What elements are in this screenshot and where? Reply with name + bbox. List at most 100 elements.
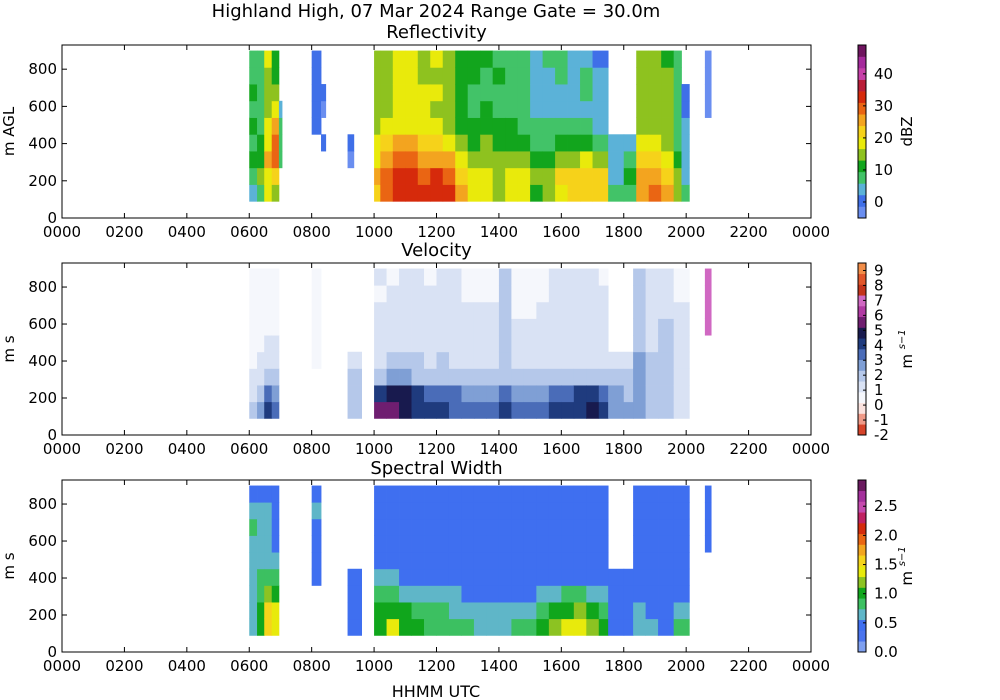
heatmap-cell bbox=[386, 618, 400, 636]
heatmap-cell bbox=[592, 151, 609, 169]
heatmap-cell bbox=[249, 167, 258, 185]
colorbar-tick-label: 2.5 bbox=[874, 497, 898, 515]
heatmap-cell bbox=[561, 585, 575, 603]
colorbar-swatch bbox=[858, 523, 866, 535]
heatmap-cell bbox=[380, 67, 394, 85]
heatmap-cell bbox=[399, 602, 412, 620]
heatmap-cell bbox=[264, 268, 273, 286]
heatmap-cell bbox=[249, 351, 258, 369]
heatmap-cell bbox=[645, 485, 659, 503]
heatmap-cell bbox=[645, 385, 659, 403]
heatmap-cell bbox=[592, 84, 609, 102]
heatmap-cell bbox=[436, 485, 450, 503]
heatmap-cell bbox=[561, 401, 575, 419]
colorbar-swatch bbox=[858, 327, 866, 339]
heatmap-cell bbox=[264, 50, 273, 68]
colorbar-tick-label: 2 bbox=[874, 366, 884, 384]
heatmap-cell bbox=[536, 385, 550, 403]
heatmap-cell bbox=[467, 151, 481, 169]
figure-title: Highland High, 07 Mar 2024 Range Gate = … bbox=[212, 1, 661, 22]
heatmap-cell bbox=[271, 568, 280, 586]
y-tick-label: 400 bbox=[28, 352, 57, 370]
heatmap-cell bbox=[658, 335, 675, 353]
heatmap-cell bbox=[461, 585, 475, 603]
heatmap-cell bbox=[467, 117, 481, 135]
heatmap-cell bbox=[636, 67, 650, 85]
heatmap-cell bbox=[548, 318, 562, 336]
heatmap-cell bbox=[436, 602, 450, 620]
heatmap-cell bbox=[264, 502, 273, 520]
colorbar-swatch bbox=[858, 114, 866, 127]
heatmap-cell bbox=[374, 268, 387, 286]
heatmap-cell bbox=[264, 335, 273, 353]
heatmap-cell bbox=[257, 502, 265, 520]
heatmap-cell bbox=[598, 285, 609, 303]
heatmap-cell bbox=[511, 335, 525, 353]
heatmap-cell bbox=[633, 535, 646, 553]
panel-title: Spectral Width bbox=[370, 458, 502, 479]
heatmap-cell bbox=[623, 151, 637, 169]
heatmap-cell bbox=[673, 351, 690, 369]
heatmap-cell bbox=[257, 485, 265, 503]
heatmap-cell bbox=[264, 401, 273, 419]
heatmap-cell bbox=[417, 151, 431, 169]
heatmap-cell bbox=[517, 117, 531, 135]
heatmap-cell bbox=[392, 184, 406, 202]
heatmap-cell bbox=[448, 385, 462, 403]
heatmap-cell bbox=[461, 301, 475, 319]
y-tick-label: 200 bbox=[28, 172, 57, 190]
colorbar-tick-label: 0.0 bbox=[874, 643, 898, 661]
colorbar-label: m s−1 bbox=[897, 546, 916, 585]
heatmap-cell bbox=[461, 351, 475, 369]
heatmap-cell bbox=[480, 117, 494, 135]
heatmap-cell bbox=[645, 602, 659, 620]
heatmap-cell bbox=[442, 134, 456, 152]
heatmap-cell bbox=[704, 285, 712, 303]
heatmap-cell bbox=[399, 385, 412, 403]
heatmap-cell bbox=[448, 552, 462, 570]
heatmap-cell bbox=[555, 167, 568, 185]
heatmap-cell bbox=[473, 401, 487, 419]
heatmap-cell bbox=[480, 84, 494, 102]
heatmap-cell bbox=[271, 602, 280, 620]
heatmap-cell bbox=[473, 585, 487, 603]
x-tick-label: 0800 bbox=[293, 440, 331, 458]
x-tick-label: 2000 bbox=[667, 657, 705, 675]
heatmap-cell bbox=[498, 351, 512, 369]
heatmap-cell bbox=[673, 518, 690, 536]
heatmap-cell bbox=[271, 100, 280, 118]
heatmap-cell bbox=[658, 585, 675, 603]
y-tick-label: 800 bbox=[28, 495, 57, 513]
heatmap-cell bbox=[257, 368, 265, 386]
colorbar-swatch bbox=[858, 349, 866, 361]
heatmap-cell bbox=[411, 351, 425, 369]
heatmap-cell bbox=[492, 100, 506, 118]
x-tick-label: 0200 bbox=[105, 223, 143, 241]
heatmap-cell bbox=[511, 268, 525, 286]
heatmap-cell bbox=[536, 285, 550, 303]
heatmap-cell bbox=[498, 318, 512, 336]
heatmap-cell bbox=[461, 518, 475, 536]
heatmap-cell bbox=[658, 518, 675, 536]
heatmap-cell bbox=[271, 385, 280, 403]
colorbar-tick-label: 0 bbox=[874, 193, 884, 211]
heatmap-cell bbox=[548, 602, 562, 620]
heatmap-cell bbox=[424, 518, 437, 536]
heatmap-cell bbox=[548, 385, 562, 403]
heatmap-cell bbox=[271, 618, 280, 636]
heatmap-cell bbox=[658, 318, 675, 336]
heatmap-cell bbox=[573, 268, 587, 286]
heatmap-cell bbox=[648, 167, 662, 185]
heatmap-cell bbox=[473, 502, 487, 520]
heatmap-cell bbox=[461, 602, 475, 620]
heatmap-cell bbox=[586, 485, 600, 503]
heatmap-cell bbox=[542, 84, 556, 102]
heatmap-cell bbox=[271, 117, 280, 135]
heatmap-cell bbox=[567, 50, 581, 68]
heatmap-cell bbox=[636, 117, 650, 135]
heatmap-cell bbox=[311, 335, 322, 353]
x-tick-label: 0000 bbox=[792, 223, 830, 241]
heatmap-cell bbox=[658, 568, 675, 586]
heatmap-cell bbox=[673, 151, 682, 169]
colorbar-tick-label: 30 bbox=[874, 97, 893, 115]
